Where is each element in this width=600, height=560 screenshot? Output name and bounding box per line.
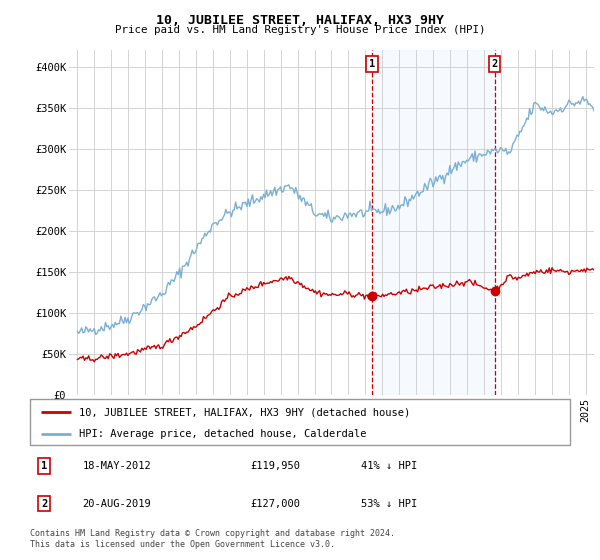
Text: 18-MAY-2012: 18-MAY-2012 <box>82 461 151 471</box>
Text: 41% ↓ HPI: 41% ↓ HPI <box>361 461 418 471</box>
Text: 1: 1 <box>368 59 375 69</box>
Text: HPI: Average price, detached house, Calderdale: HPI: Average price, detached house, Cald… <box>79 429 366 438</box>
Text: £127,000: £127,000 <box>251 499 301 508</box>
Text: 53% ↓ HPI: 53% ↓ HPI <box>361 499 418 508</box>
Text: £119,950: £119,950 <box>251 461 301 471</box>
Text: Price paid vs. HM Land Registry's House Price Index (HPI): Price paid vs. HM Land Registry's House … <box>115 25 485 35</box>
Text: 1: 1 <box>41 461 47 471</box>
Bar <box>372 50 494 395</box>
Text: Contains HM Land Registry data © Crown copyright and database right 2024.
This d: Contains HM Land Registry data © Crown c… <box>30 529 395 549</box>
Text: 2: 2 <box>41 499 47 508</box>
Text: 2: 2 <box>491 59 498 69</box>
Text: 10, JUBILEE STREET, HALIFAX, HX3 9HY: 10, JUBILEE STREET, HALIFAX, HX3 9HY <box>156 14 444 27</box>
Text: 10, JUBILEE STREET, HALIFAX, HX3 9HY (detached house): 10, JUBILEE STREET, HALIFAX, HX3 9HY (de… <box>79 407 410 417</box>
Text: 20-AUG-2019: 20-AUG-2019 <box>82 499 151 508</box>
